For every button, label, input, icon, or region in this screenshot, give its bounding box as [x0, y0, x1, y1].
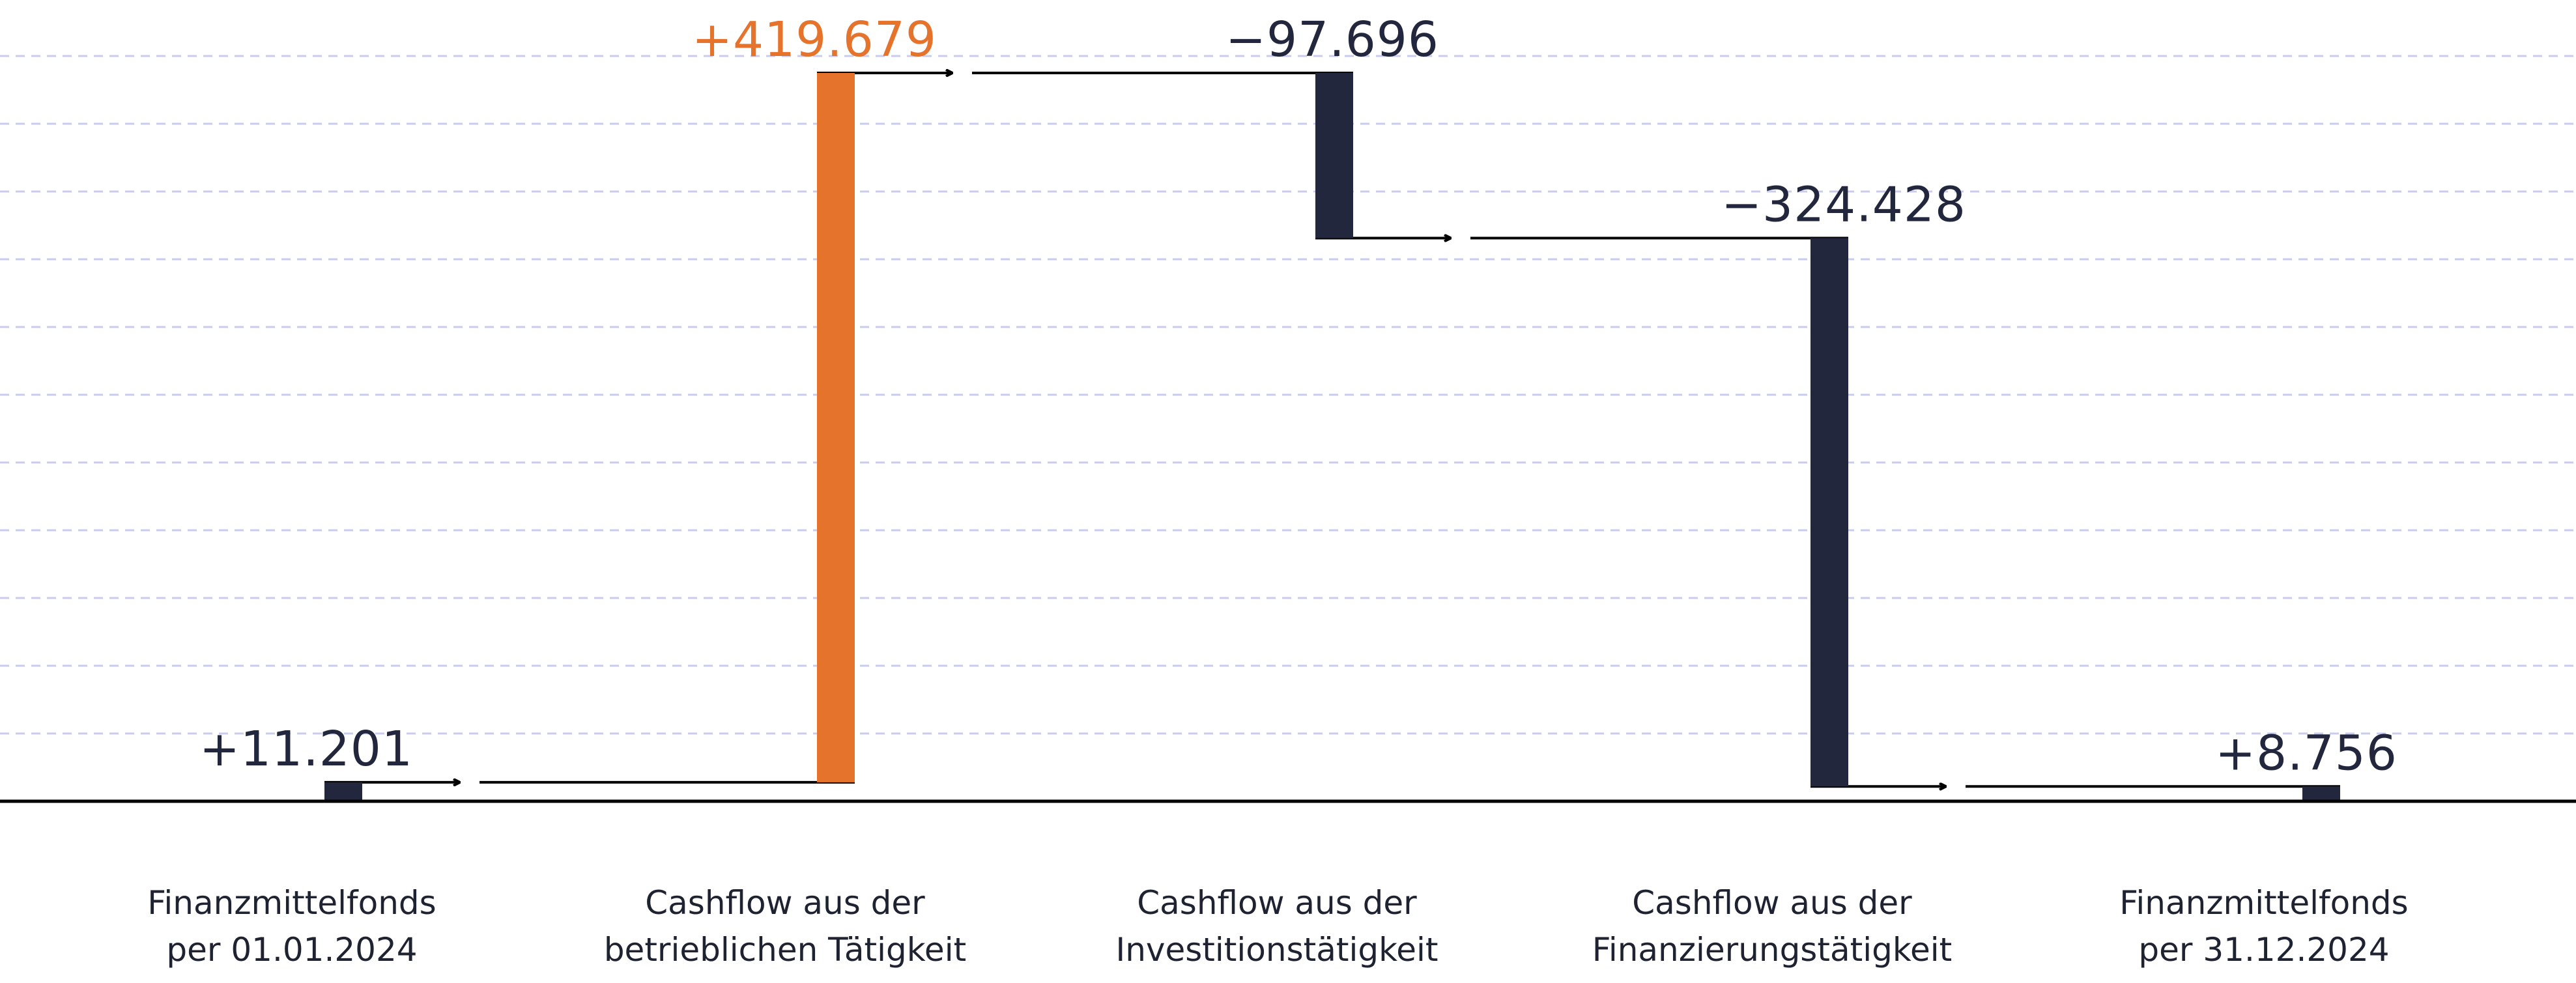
- category-label-5-line-2: per 31.12.2024: [2138, 931, 2389, 969]
- category-label-4-line-1: Cashflow aus der: [1632, 884, 1912, 922]
- category-label-5-line-1: Finanzmittelfonds: [2119, 884, 2408, 922]
- category-label-3-line-2: Investitionstätigkeit: [1115, 931, 1438, 969]
- value-label-4: −324.428: [1721, 177, 1966, 233]
- category-label-4-line-2: Finanzierungstätigkeit: [1592, 931, 1953, 969]
- value-label-3: −97.696: [1225, 12, 1439, 68]
- gridlines: [0, 55, 2576, 735]
- value-label-2: +419.679: [692, 12, 937, 68]
- value-labels: +11.201 +419.679 −97.696 −324.428 +8.756: [199, 12, 2397, 781]
- category-labels: Finanzmittelfonds per 01.01.2024 Cashflow …: [147, 884, 2408, 969]
- value-label-5: +8.756: [2215, 725, 2397, 781]
- value-label-1: +11.201: [199, 721, 413, 777]
- bar-4: [1810, 238, 1848, 787]
- category-label-3-line-1: Cashflow aus der: [1137, 884, 1417, 922]
- bar-5: [2302, 786, 2340, 801]
- category-label-2-line-2: betrieblichen Tätigkeit: [604, 931, 966, 969]
- category-label-1-line-1: Finanzmittelfonds: [147, 884, 436, 922]
- category-label-2-line-1: Cashflow aus der: [645, 884, 925, 922]
- bar-3: [1315, 73, 1353, 238]
- bars: [324, 73, 2340, 801]
- bar-2: [817, 73, 855, 782]
- bar-1: [324, 782, 362, 801]
- category-label-1-line-2: per 01.01.2024: [166, 931, 417, 969]
